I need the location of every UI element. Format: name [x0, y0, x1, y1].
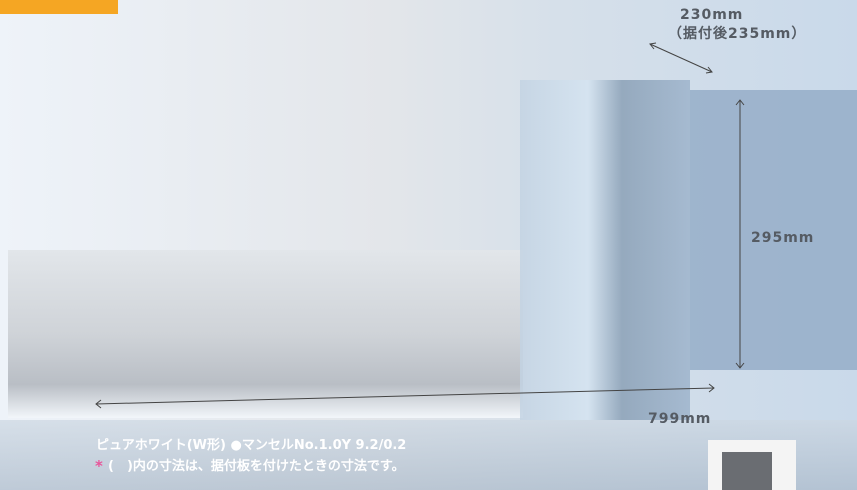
installed-note: ( )内の寸法は、据付板を付けたときの寸法です。 — [108, 458, 405, 474]
unit-side — [520, 80, 690, 420]
color-note: ピュアホワイト(W形) ●マンセルNo.1.0Y 9.2/0.2 — [96, 438, 406, 453]
tab — [0, 0, 118, 14]
body: {"dimensions": {"depth": "230mm", "depth… — [0, 0, 857, 490]
width-label: 799mm — [648, 411, 711, 427]
unit-front — [8, 250, 523, 418]
height-label: 295mm — [751, 230, 814, 246]
depth-installed-label: （据付後235mm） — [668, 25, 806, 42]
asterisk: * — [95, 457, 103, 475]
page: Dimensions html, body { margin: 0; paddi… — [0, 0, 857, 490]
thumbnail-image — [722, 452, 772, 490]
depth-label: 230mm — [680, 7, 743, 23]
product-image: 230mm （据付後235mm） 295mm 799mm ピュアホワイト(W形)… — [0, 0, 857, 490]
